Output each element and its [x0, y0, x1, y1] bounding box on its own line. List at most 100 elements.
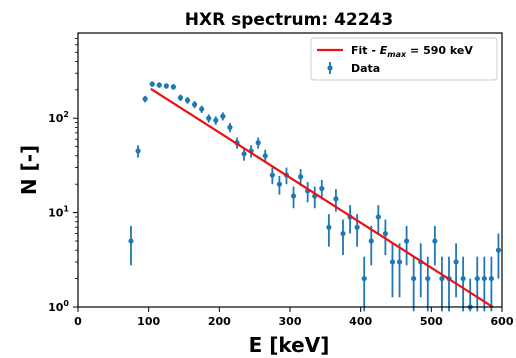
data-point [474, 256, 480, 312]
data-point [312, 186, 318, 209]
legend-data-marker [327, 65, 333, 71]
data-marker [495, 247, 502, 253]
y-tick-label: 102 [48, 110, 69, 125]
data-point [361, 256, 367, 312]
data-marker [368, 238, 374, 244]
data-marker [319, 185, 325, 192]
data-point [488, 256, 494, 312]
data-point [290, 186, 297, 209]
data-point [206, 114, 212, 123]
data-marker [213, 117, 219, 123]
data-point [184, 97, 191, 104]
data-point [460, 256, 466, 312]
data-point [453, 243, 459, 298]
x-tick-label: 600 [491, 315, 514, 328]
data-point [163, 83, 169, 89]
legend-data-label: Data [351, 62, 380, 75]
data-point [177, 94, 184, 102]
data-marker [425, 275, 431, 282]
data-point [135, 145, 141, 158]
data-point [347, 205, 353, 234]
x-axis-label: E [keV] [249, 333, 330, 357]
legend-box [310, 37, 498, 81]
data-point [255, 137, 261, 149]
data-marker [474, 275, 480, 282]
data-marker [340, 230, 346, 237]
data-point [319, 179, 325, 200]
data-marker [396, 259, 403, 265]
data-marker [142, 96, 148, 102]
data-marker [149, 81, 155, 87]
y-tick-label: 100 [48, 299, 69, 314]
x-tick-label: 100 [137, 315, 160, 328]
data-marker [432, 238, 438, 244]
data-marker [439, 275, 445, 282]
data-point [128, 225, 134, 266]
data-point [305, 181, 311, 203]
data-point [439, 256, 445, 312]
data-marker [361, 275, 367, 282]
data-marker [354, 224, 360, 230]
legend-fit-label: Fit - Emax = 590 keV [351, 44, 473, 59]
data-point [396, 243, 403, 298]
data-point [199, 105, 205, 113]
data-point [495, 233, 502, 279]
data-marker [227, 124, 233, 130]
data-marker [333, 196, 339, 202]
data-point [170, 84, 176, 90]
data-marker [199, 106, 205, 112]
data-marker [290, 193, 297, 199]
data-point [389, 243, 396, 298]
data-marker [255, 140, 261, 146]
data-marker [481, 275, 487, 282]
data-marker [156, 82, 162, 88]
data-point [432, 225, 438, 266]
data-point [156, 82, 162, 88]
data-point [269, 167, 275, 185]
data-marker [220, 113, 226, 119]
data-point [220, 112, 226, 121]
data-marker [163, 83, 169, 89]
data-marker [135, 148, 141, 154]
data-marker [375, 214, 381, 220]
data-marker [488, 275, 494, 282]
data-point [411, 256, 417, 312]
data-marker [170, 84, 176, 90]
data-marker [128, 238, 134, 244]
data-point [149, 81, 155, 87]
data-point [227, 123, 233, 133]
data-point [404, 225, 410, 266]
data-marker [404, 238, 410, 244]
chart-title: HXR spectrum: 42243 [185, 10, 393, 30]
data-marker [192, 101, 198, 108]
data-marker [453, 259, 459, 265]
x-tick-label: 300 [279, 315, 302, 328]
data-point [192, 101, 198, 109]
data-point [326, 214, 332, 247]
data-point [142, 95, 148, 103]
data-point [213, 116, 219, 125]
data-point [241, 147, 247, 161]
x-tick-label: 200 [208, 315, 231, 328]
data-marker [269, 172, 275, 178]
data-marker [206, 115, 212, 121]
legend: Fit - Emax = 590 keV Data [310, 37, 498, 81]
data-marker [326, 224, 332, 230]
data-marker [411, 275, 417, 282]
data-marker [276, 181, 282, 187]
axes: 0 100 200 300 400 500 600 100 101 102 [48, 38, 514, 328]
y-axis-label: N [-] [17, 145, 41, 195]
data-point [276, 175, 282, 195]
fit-line [150, 87, 494, 308]
data-point [368, 225, 374, 266]
data-marker [298, 174, 304, 180]
data-point [375, 205, 381, 234]
data-point [418, 243, 424, 298]
x-tick-label: 0 [74, 315, 82, 328]
data-marker [262, 153, 268, 159]
y-tick-label: 101 [48, 205, 69, 220]
x-tick-label: 500 [420, 315, 443, 328]
data-marker [382, 230, 388, 237]
data-point [340, 219, 346, 256]
